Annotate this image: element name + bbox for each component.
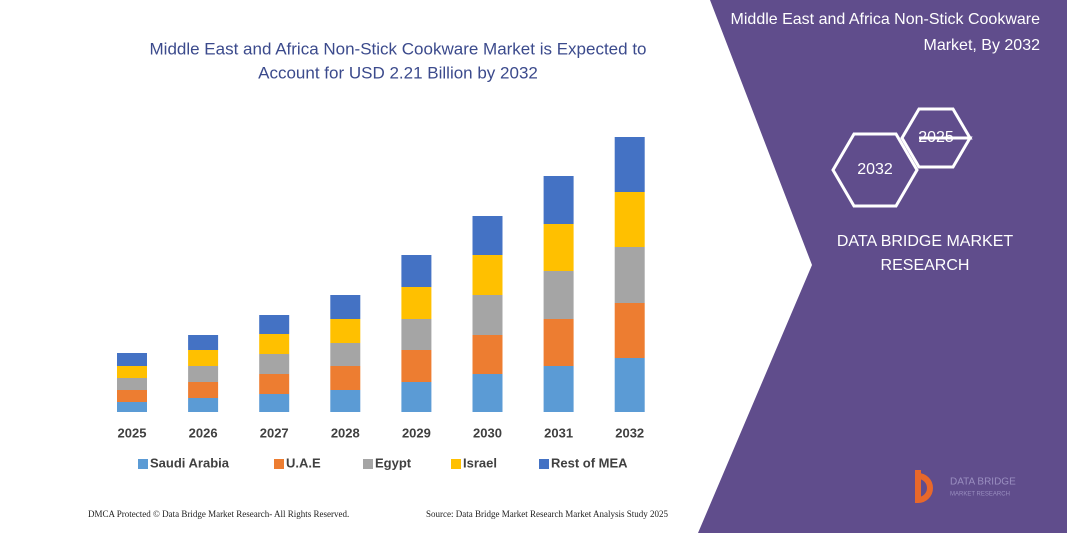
bar-segment (330, 295, 361, 319)
x-tick-label: 2031 (544, 425, 573, 440)
x-tick-label: 2025 (118, 425, 147, 440)
bar-segment (401, 382, 432, 412)
bar-segment (259, 394, 290, 412)
bar-segment (401, 287, 432, 319)
bar-segment (330, 366, 361, 390)
legend-swatch (539, 459, 549, 469)
bar-segment (472, 335, 503, 374)
bar-segment (543, 319, 574, 366)
bar-segment (330, 343, 361, 366)
legend-swatch (363, 459, 373, 469)
logo-subtext: MARKET RESEARCH (950, 492, 1010, 498)
bar-segment (259, 334, 290, 354)
bar-segment (188, 382, 219, 398)
bar-segment (330, 319, 361, 343)
logo-text: DATA BRIDGE (950, 477, 1016, 488)
panel-title-line1: Middle East and Africa Non-Stick Cookwar… (731, 11, 1041, 28)
chart-title-line2: Account for USD 2.21 Billion by 2032 (258, 63, 538, 82)
bar-segment (188, 398, 219, 412)
hex-label: 2032 (857, 161, 893, 178)
bar-segment (117, 390, 147, 402)
bar-segment (472, 374, 503, 412)
footer-left: DMCA Protected © Data Bridge Market Rese… (88, 509, 349, 519)
x-tick-label: 2030 (473, 425, 502, 440)
hexagon (900, 107, 973, 169)
bar-segment (472, 216, 503, 255)
chart-title-line1: Middle East and Africa Non-Stick Cookwar… (150, 39, 647, 58)
bar-segment (330, 390, 361, 412)
legend-label: Israel (463, 455, 497, 470)
bar-segment (614, 192, 645, 247)
x-tick-label: 2029 (402, 425, 431, 440)
hex-label: 2025 (918, 129, 954, 146)
bar-segment (117, 366, 147, 378)
brand-line2: RESEARCH (881, 257, 970, 274)
panel-title-line2: Market, By 2032 (924, 37, 1041, 54)
bar-segment (614, 137, 645, 192)
legend-label: Saudi Arabia (150, 455, 230, 470)
legend-label: Egypt (375, 455, 412, 470)
bar-segment (543, 366, 574, 412)
bar-segment (472, 295, 503, 335)
bar-segment (401, 255, 432, 287)
bar-segment (188, 335, 219, 350)
bar-segment (259, 374, 290, 394)
bar-segment (543, 271, 574, 319)
bar-segment (259, 315, 290, 334)
footer-right: Source: Data Bridge Market Research Mark… (426, 509, 668, 519)
legend-swatch (451, 459, 461, 469)
bar-segment (188, 366, 219, 382)
x-tick-label: 2026 (189, 425, 218, 440)
bar-segment (543, 176, 574, 224)
x-tick-label: 2028 (331, 425, 360, 440)
legend-swatch (274, 459, 284, 469)
legend-label: Rest of MEA (551, 455, 628, 470)
bar-segment (117, 402, 147, 412)
bar-segment (543, 224, 574, 271)
x-tick-label: 2032 (615, 425, 644, 440)
bar-segment (401, 319, 432, 350)
bar-segment (401, 350, 432, 382)
side-panel (698, 0, 1067, 533)
legend-swatch (138, 459, 148, 469)
legend-label: U.A.E (286, 455, 321, 470)
bar-segment (614, 247, 645, 303)
bar-segment (188, 350, 219, 366)
bar-segment (614, 303, 645, 358)
bar-segment (117, 353, 147, 366)
bar-segment (614, 358, 645, 412)
x-tick-label: 2027 (260, 425, 289, 440)
brand-line1: DATA BRIDGE MARKET (837, 233, 1014, 250)
bar-segment (117, 378, 147, 390)
bar-segment (259, 354, 290, 374)
hexagon (831, 132, 919, 208)
bar-segment (472, 255, 503, 295)
logo-icon (915, 470, 933, 504)
